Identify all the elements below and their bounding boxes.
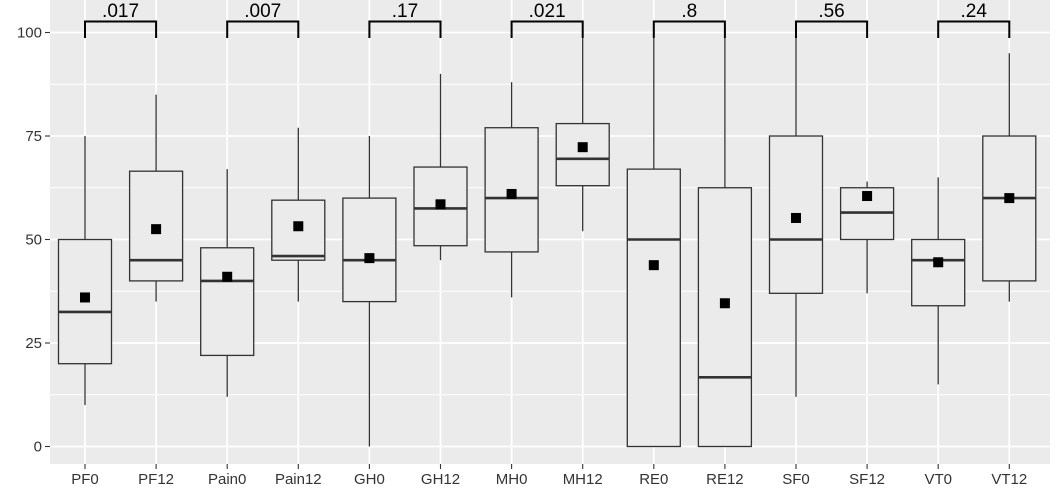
mean-marker <box>648 260 659 271</box>
bracket-GH0-GH12: .17 <box>368 1 442 38</box>
x-tick-label: PF0 <box>71 471 99 488</box>
box-PF0 <box>57 136 113 406</box>
x-tick-label: Pain12 <box>275 471 322 488</box>
p-value-label: .17 <box>392 1 418 22</box>
mean-marker <box>1004 193 1015 204</box>
mean-marker <box>862 191 873 202</box>
box-Pain0 <box>200 169 255 397</box>
bracket-line <box>510 20 584 38</box>
p-value-label: .8 <box>681 1 697 22</box>
p-value-label: .017 <box>102 1 139 22</box>
bracket-Pain0-Pain12: .007 <box>226 1 300 38</box>
bracket-line <box>795 20 869 38</box>
mean-marker <box>364 253 375 264</box>
y-tick-label: 50 <box>25 232 42 249</box>
x-tick-label: PF12 <box>138 471 174 488</box>
bracket-SF0-SF12: .56 <box>795 1 869 38</box>
mean-marker <box>435 199 446 210</box>
bracket-RE0-RE12: .8 <box>652 1 726 38</box>
y-tick-label: 0 <box>34 439 42 456</box>
x-tick-label: SF12 <box>849 471 885 488</box>
box-iqr <box>626 168 681 448</box>
bracket-line <box>652 20 726 38</box>
bracket-line <box>84 20 158 38</box>
box-Pain12 <box>271 127 326 302</box>
box-SF12 <box>839 181 895 294</box>
box-VT12 <box>982 53 1037 302</box>
p-value-label: .021 <box>529 1 566 22</box>
mean-marker <box>791 212 801 223</box>
box-MH12 <box>555 32 610 232</box>
box-iqr <box>697 187 753 448</box>
bracket-MH0-MH12: .021 <box>510 1 584 38</box>
bracket-line <box>226 20 300 38</box>
mean-marker <box>293 221 304 232</box>
y-tick-label: 25 <box>25 335 42 352</box>
x-tick-label: RE12 <box>706 471 744 488</box>
axes: 0 25 50 75 100 PF0 PF12 Pain0 Pain12 GH0 GH12 MH0 MH… <box>17 25 1027 489</box>
x-tick-label: GH0 <box>354 471 385 488</box>
mean-marker <box>577 142 588 153</box>
p-value-label: .56 <box>818 1 844 22</box>
x-tick-label: GH12 <box>421 471 460 488</box>
p-value-label: .007 <box>244 1 281 22</box>
bracket-line <box>368 20 442 38</box>
box-PF12 <box>128 94 184 302</box>
box-iqr <box>342 197 397 303</box>
bracket-line <box>937 20 1011 38</box>
box-GH12 <box>413 73 468 261</box>
comparison-brackets: .017 .007 .17 .021 .8 .56 .24 <box>84 1 1011 38</box>
mean-marker <box>506 188 517 199</box>
mean-marker <box>719 298 730 309</box>
box-RE0 <box>626 32 681 448</box>
bracket-PF0-PF12: .017 <box>84 1 158 38</box>
x-tick-label: RE0 <box>639 471 668 488</box>
x-tick-label: VT0 <box>924 471 952 488</box>
x-tick-label: VT12 <box>991 471 1027 488</box>
box-RE12 <box>697 32 753 448</box>
box-VT0 <box>911 177 966 385</box>
bracket-VT0-VT12: .24 <box>937 1 1011 38</box>
mean-marker <box>222 271 233 282</box>
x-tick-label: SF0 <box>782 471 810 488</box>
p-value-label: .24 <box>961 1 988 22</box>
x-tick-label: Pain0 <box>208 471 246 488</box>
boxes <box>57 32 1037 448</box>
box-MH0 <box>484 82 539 298</box>
x-tick-label: MH0 <box>496 471 528 488</box>
y-tick-label: 100 <box>17 25 42 42</box>
box-GH0 <box>342 136 397 447</box>
box-iqr <box>911 238 966 307</box>
box-iqr <box>555 122 610 187</box>
box-iqr <box>982 135 1037 282</box>
mean-marker <box>80 292 90 303</box>
x-tick-label: MH12 <box>563 471 603 488</box>
mean-marker <box>933 257 944 268</box>
box-SF0 <box>768 32 824 397</box>
mean-marker <box>151 224 162 235</box>
box-iqr <box>200 247 255 357</box>
y-tick-label: 75 <box>25 128 42 145</box>
